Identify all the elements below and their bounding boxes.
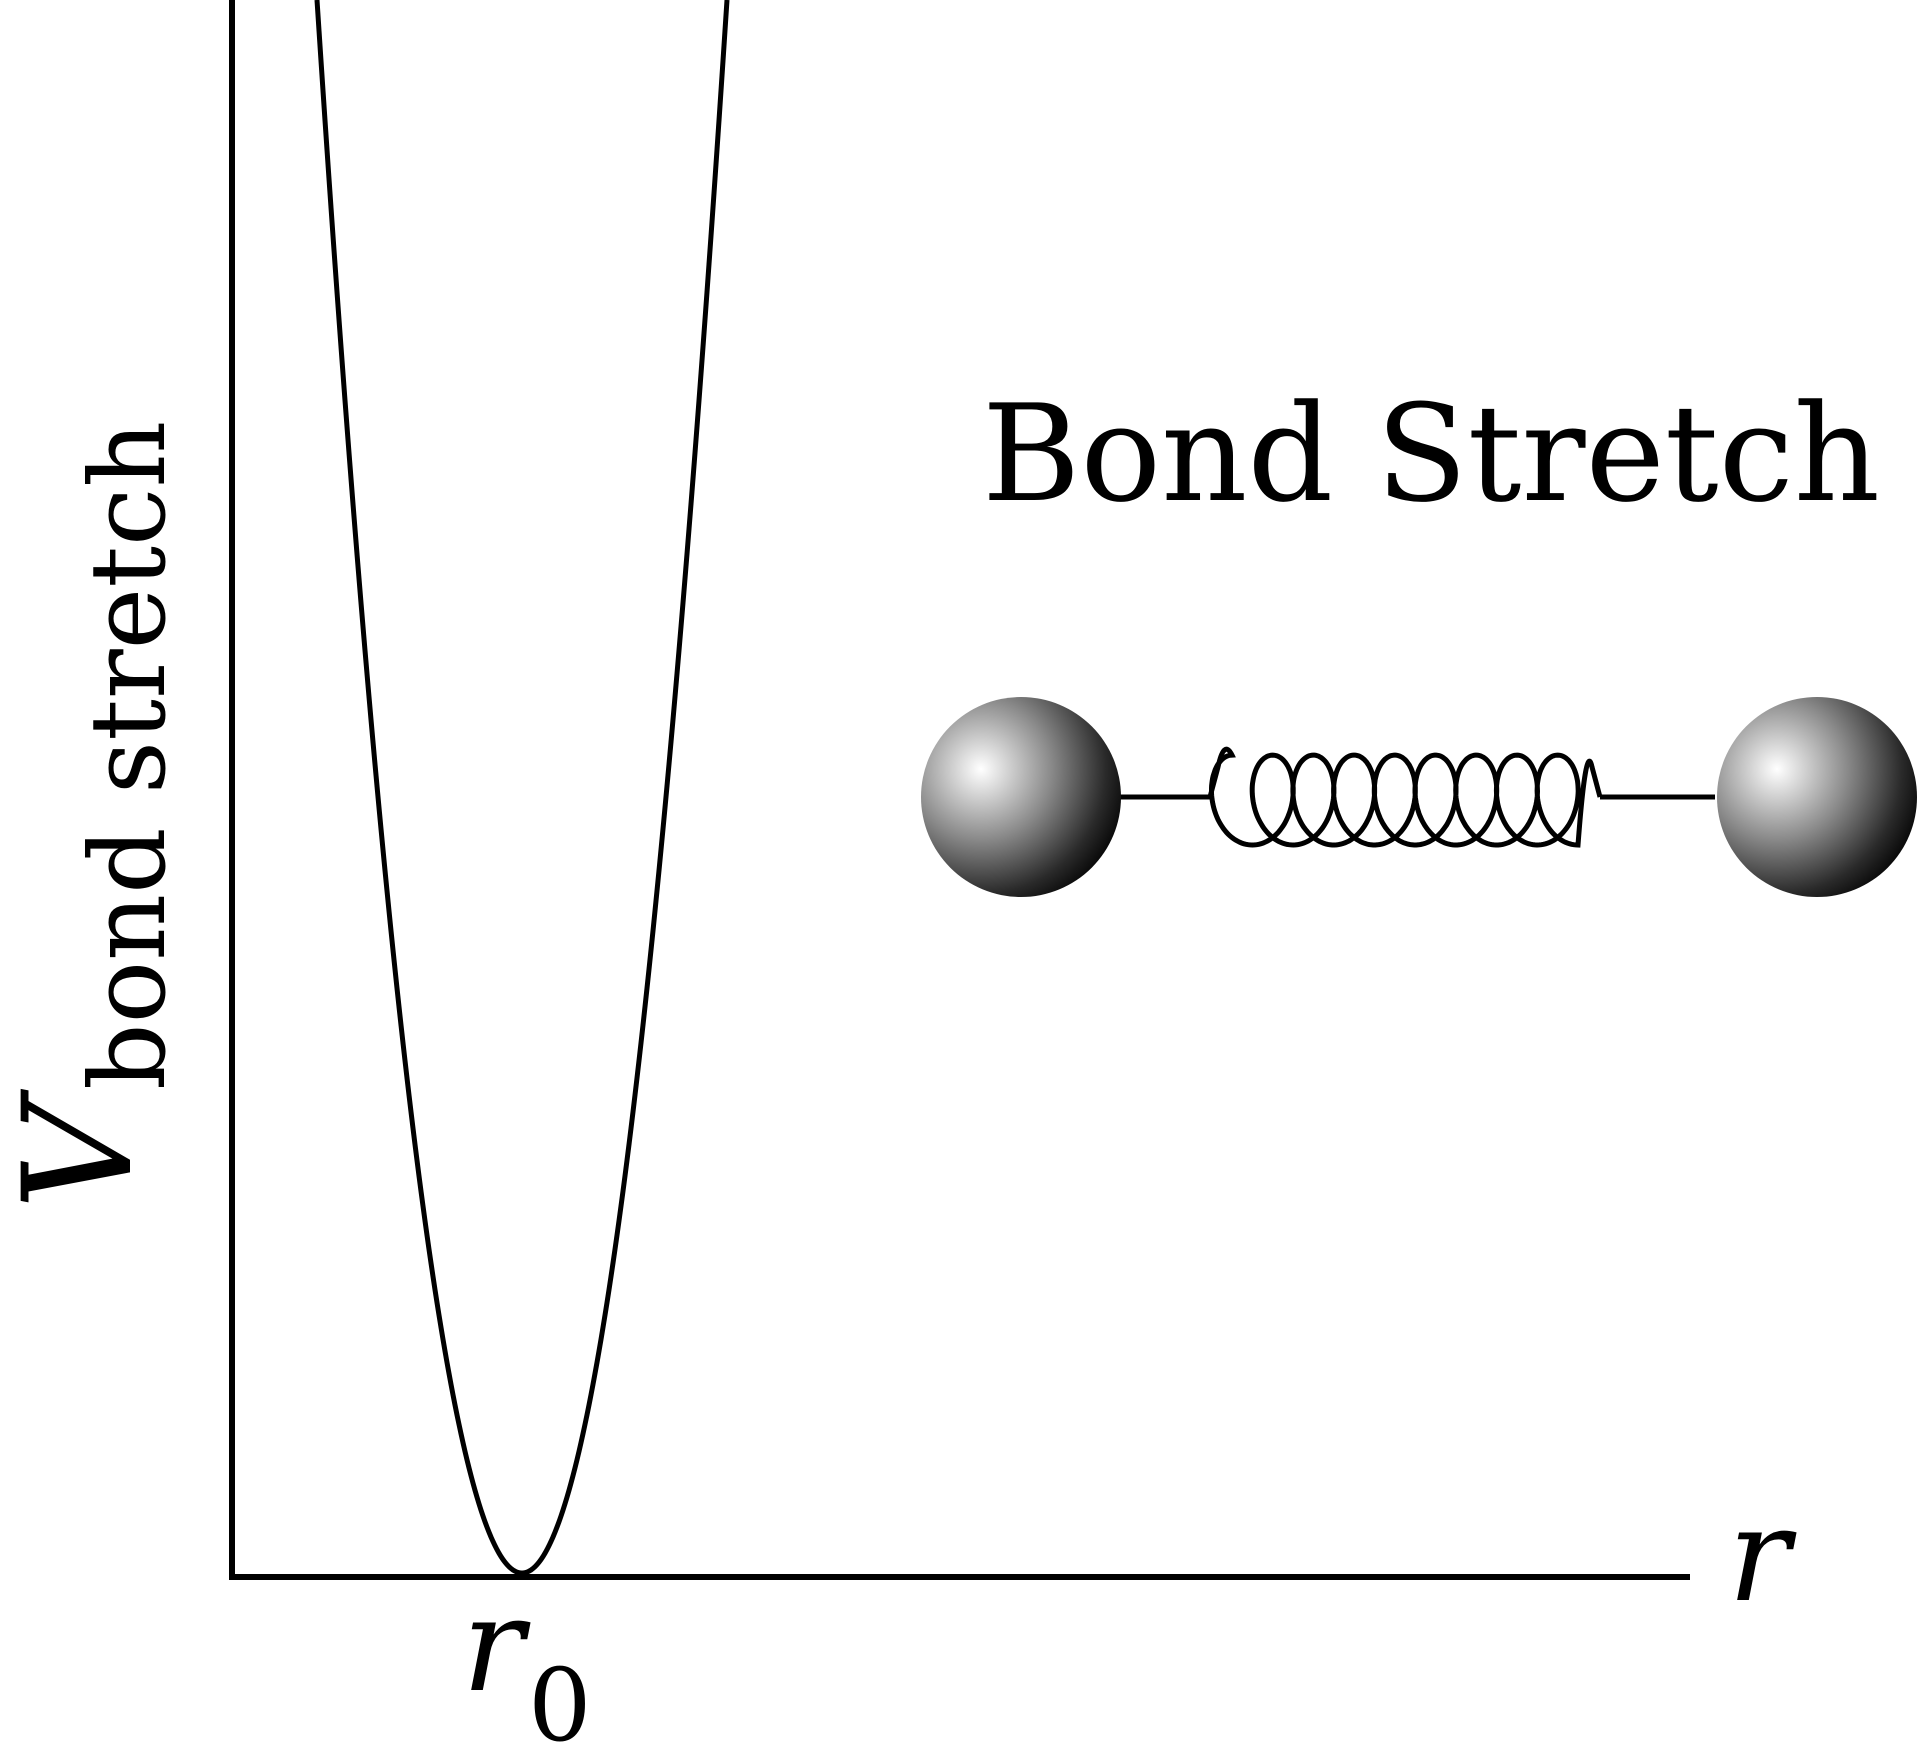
atom-right [1717,697,1917,897]
y-axis-subscript: bond stretch [67,421,189,1090]
atom-left [921,697,1121,897]
ball-spring-illustration [921,697,1917,897]
x-tick-r0: r 0 [462,1569,592,1753]
y-axis-label: V bond stretch [0,421,189,1210]
diagram-title: Bond Stretch [982,376,1880,532]
x-tick-subscript: 0 [528,1647,592,1753]
x-axis-label: r [1728,1479,1797,1631]
y-axis-symbol: V [0,1088,166,1210]
x-tick-symbol: r [462,1569,531,1721]
potential-curve [314,0,730,1576]
spring [1207,746,1603,848]
